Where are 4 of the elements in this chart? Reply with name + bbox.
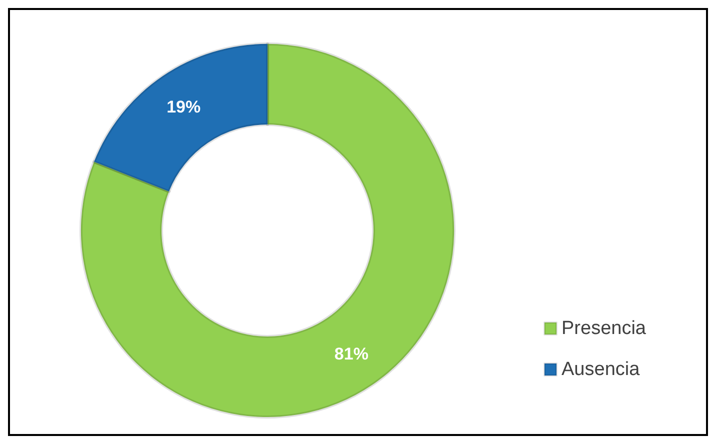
data-label: 19% bbox=[166, 98, 201, 117]
legend-label: Presencia bbox=[562, 318, 646, 339]
data-label: 81% bbox=[334, 344, 368, 364]
legend-label: Ausencia bbox=[562, 359, 640, 380]
